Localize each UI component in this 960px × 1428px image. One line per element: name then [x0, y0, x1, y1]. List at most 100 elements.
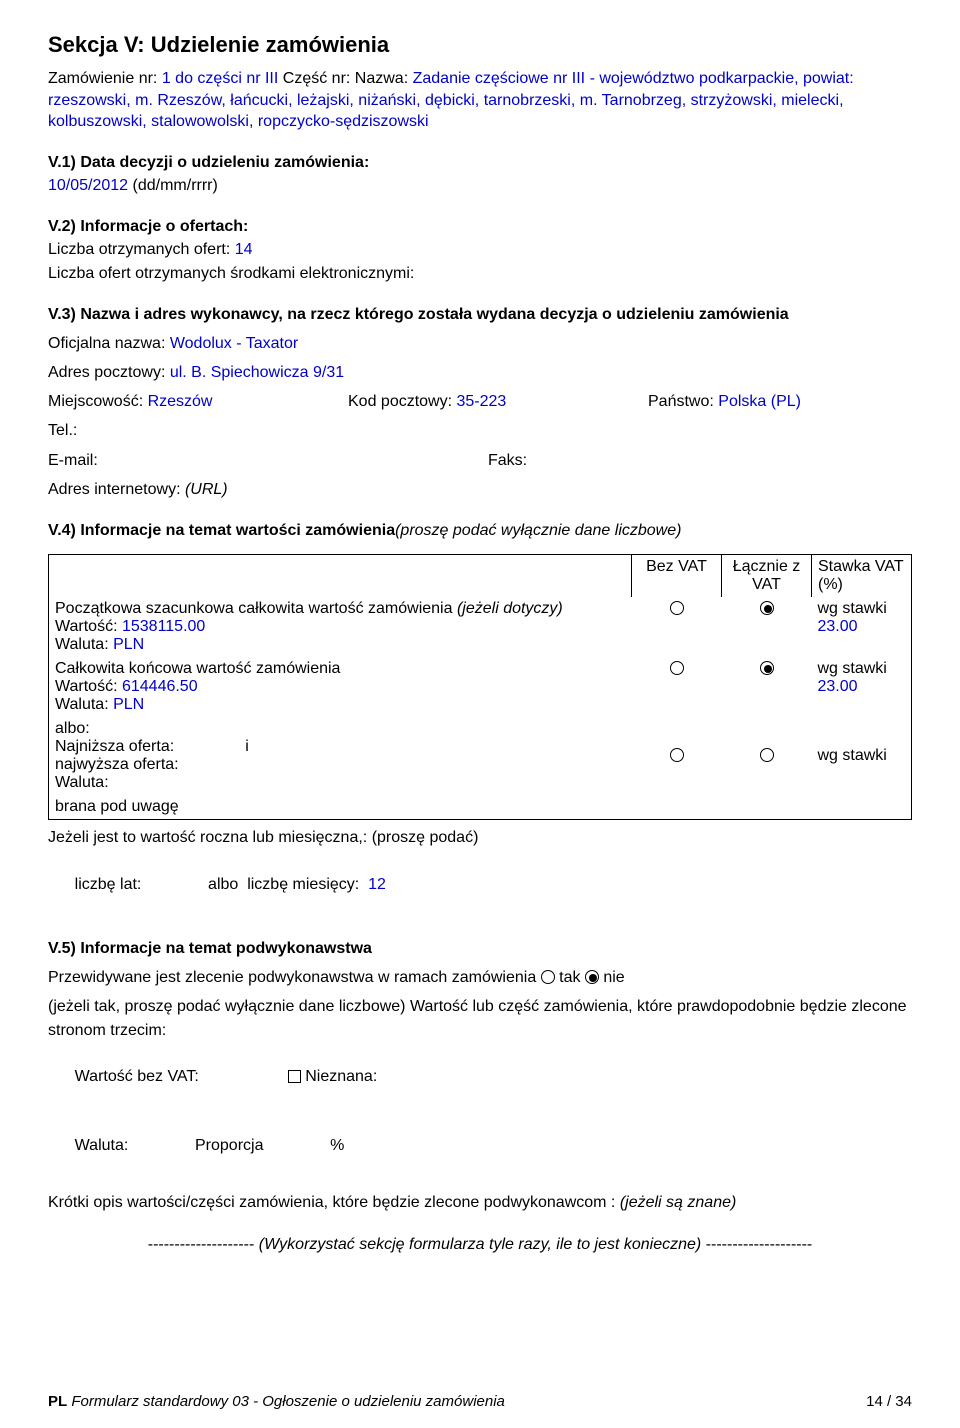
section-title: Sekcja V: Udzielenie zamówienia	[48, 32, 912, 58]
v5-nie-radio[interactable]	[585, 970, 599, 984]
v3-official-name: Oficjalna nazwa: Wodolux - Taxator	[48, 332, 912, 355]
col-bez-vat: Bez VAT	[632, 555, 722, 598]
v2-l1-value: 14	[235, 241, 253, 258]
r1-suffix: (jeżeli dotyczy)	[457, 600, 563, 617]
v4-heading-line: V.4) Informacje na temat wartości zamówi…	[48, 519, 912, 542]
r3-low: Najniższa oferta:	[55, 738, 179, 755]
v4-post2b: albo liczbę miesięcy:	[141, 876, 368, 893]
r1-label: Początkowa szacunkowa całkowita wartość …	[55, 600, 457, 617]
footer-pl: PL	[48, 1393, 67, 1410]
v5-l2: (jeżeli tak, proszę podać wyłącznie dane…	[48, 995, 912, 1041]
r2-cur-label: Waluta:	[55, 696, 113, 713]
v5-heading: V.5) Informacje na temat podwykonawstwa	[48, 937, 912, 960]
v1-date-line: 10/05/2012 (dd/mm/rrrr)	[48, 174, 912, 197]
v5-l4a: Waluta:	[75, 1137, 129, 1154]
col-z-vat: Łącznie z VAT	[722, 555, 812, 598]
v5-unknown-checkbox[interactable]	[288, 1070, 301, 1083]
v1-date: 10/05/2012	[48, 177, 128, 194]
v5-l4c: %	[263, 1137, 344, 1154]
r2-rate: 23.00	[818, 678, 906, 696]
page: Sekcja V: Udzielenie zamówienia Zamówien…	[0, 0, 960, 1428]
v5-l4: Waluta: Proporcja %	[48, 1111, 912, 1181]
v2-electronic-offers: Liczba ofert otrzymanych środkami elektr…	[48, 262, 912, 285]
footer-left-text: Formularz standardowy 03 - Ogłoszenie o …	[67, 1393, 505, 1410]
r2-rate-label: wg stawki	[818, 660, 906, 678]
vat-header-row: Bez VAT Łącznie z VAT Stawka VAT (%)	[49, 555, 912, 598]
separator-line: -------------------- (Wykorzystać sekcję…	[48, 1236, 912, 1254]
vat-row-initial: Początkowa szacunkowa całkowita wartość …	[49, 597, 912, 657]
v1-date-suffix: (dd/mm/rrrr)	[128, 177, 218, 194]
r1-rate: 23.00	[818, 618, 906, 636]
r3-cur: Waluta:	[55, 774, 626, 792]
part-label: Część nr:	[278, 70, 354, 87]
r2-cur: PLN	[113, 696, 144, 713]
order-nr-value: 1 do części nr III	[162, 70, 279, 87]
v5-nie-label: nie	[599, 969, 625, 986]
v4-post1: Jeżeli jest to wartość roczna lub miesię…	[48, 826, 912, 849]
vat-row-final: Całkowita końcowa wartość zamówienia War…	[49, 657, 912, 717]
r1-bez-vat-radio[interactable]	[670, 601, 684, 615]
r1-val: 1538115.00	[122, 618, 205, 635]
v3-addr-value: ul. B. Spiechowicza 9/31	[170, 364, 344, 381]
v3-zip-label: Kod pocztowy:	[348, 393, 457, 410]
v3-country-value: Polska (PL)	[718, 393, 801, 410]
v5-l3b	[199, 1068, 288, 1085]
v5-l3: Wartość bez VAT: Nieznana:	[48, 1042, 912, 1112]
v3-url-value: (URL)	[185, 481, 228, 498]
v5-l5a: Krótki opis wartości/części zamówienia, …	[48, 1194, 620, 1211]
v3-address: Adres pocztowy: ul. B. Spiechowicza 9/31	[48, 361, 912, 384]
r2-val-label: Wartość:	[55, 678, 122, 695]
r2-label: Całkowita końcowa wartość zamówienia	[55, 660, 626, 678]
v3-city-row: Miejscowość: Rzeszów Kod pocztowy: 35-22…	[48, 390, 912, 413]
sep-dashes-r: --------------------	[701, 1236, 812, 1253]
name-label: Nazwa:	[355, 70, 413, 87]
order-nr-label: Zamówienie nr:	[48, 70, 162, 87]
v3-url: Adres internetowy: (URL)	[48, 478, 912, 501]
vat-row-considered: brana pod uwagę	[49, 795, 912, 820]
v4-post2-val: 12	[368, 876, 386, 893]
v5-tak-label: tak	[555, 969, 585, 986]
r3-albo: albo:	[55, 720, 626, 738]
v3-email: E-mail:	[48, 449, 488, 472]
v3-off-value: Wodolux - Taxator	[170, 335, 298, 352]
page-footer: PL Formularz standardowy 03 - Ogłoszenie…	[48, 1393, 912, 1410]
v1-heading: V.1) Data decyzji o udzieleniu zamówieni…	[48, 151, 912, 174]
v4-post2: liczbę lat: albo liczbę miesięcy: 12	[48, 849, 912, 919]
footer-left: PL Formularz standardowy 03 - Ogłoszenie…	[48, 1393, 505, 1410]
v5-tak-radio[interactable]	[541, 970, 555, 984]
v5-l1a: Przewidywane jest zlecenie podwykonawstw…	[48, 969, 541, 986]
r3-i: i	[179, 738, 249, 755]
r3-rate-label: wg stawki	[818, 747, 906, 765]
r1-cur-label: Waluta:	[55, 636, 113, 653]
v3-tel: Tel.:	[48, 419, 912, 442]
v3-url-label: Adres internetowy:	[48, 481, 185, 498]
r3-bez-vat-radio[interactable]	[670, 748, 684, 762]
r2-z-vat-radio[interactable]	[760, 661, 774, 675]
r3-z-vat-radio[interactable]	[760, 748, 774, 762]
r1-cur: PLN	[113, 636, 144, 653]
v3-addr-label: Adres pocztowy:	[48, 364, 170, 381]
v2-offers-received: Liczba otrzymanych ofert: 14	[48, 238, 912, 261]
vat-row-range: albo: Najniższa oferta: i najwyższa ofer…	[49, 717, 912, 795]
v5-l4b: Proporcja	[128, 1137, 263, 1154]
sep-dashes-l: --------------------	[148, 1236, 259, 1253]
v4-post2a: liczbę lat:	[75, 876, 142, 893]
r1-val-label: Wartość:	[55, 618, 122, 635]
v5-l3c: Nieznana:	[301, 1068, 378, 1085]
col-stawka: Stawka VAT (%)	[812, 555, 912, 598]
v3-heading: V.3) Nazwa i adres wykonawcy, na rzecz k…	[48, 303, 912, 326]
v3-zip-value: 35-223	[457, 393, 507, 410]
r1-z-vat-radio[interactable]	[760, 601, 774, 615]
r1-rate-label: wg stawki	[818, 600, 906, 618]
v4-heading: V.4) Informacje na temat wartości zamówi…	[48, 522, 395, 539]
v2-heading: V.2) Informacje o ofertach:	[48, 215, 912, 238]
r4: brana pod uwagę	[49, 795, 632, 820]
r2-val: 614446.50	[122, 678, 198, 695]
v3-off-label: Oficjalna nazwa:	[48, 335, 170, 352]
order-line: Zamówienie nr: 1 do części nr III Część …	[48, 68, 912, 133]
v5-l5b: (jeżeli są znane)	[620, 1194, 737, 1211]
v3-country-label: Państwo:	[648, 393, 718, 410]
v4-heading-suffix: (proszę podać wyłącznie dane liczbowe)	[395, 522, 681, 539]
r2-bez-vat-radio[interactable]	[670, 661, 684, 675]
footer-page-number: 14 / 34	[866, 1393, 912, 1410]
